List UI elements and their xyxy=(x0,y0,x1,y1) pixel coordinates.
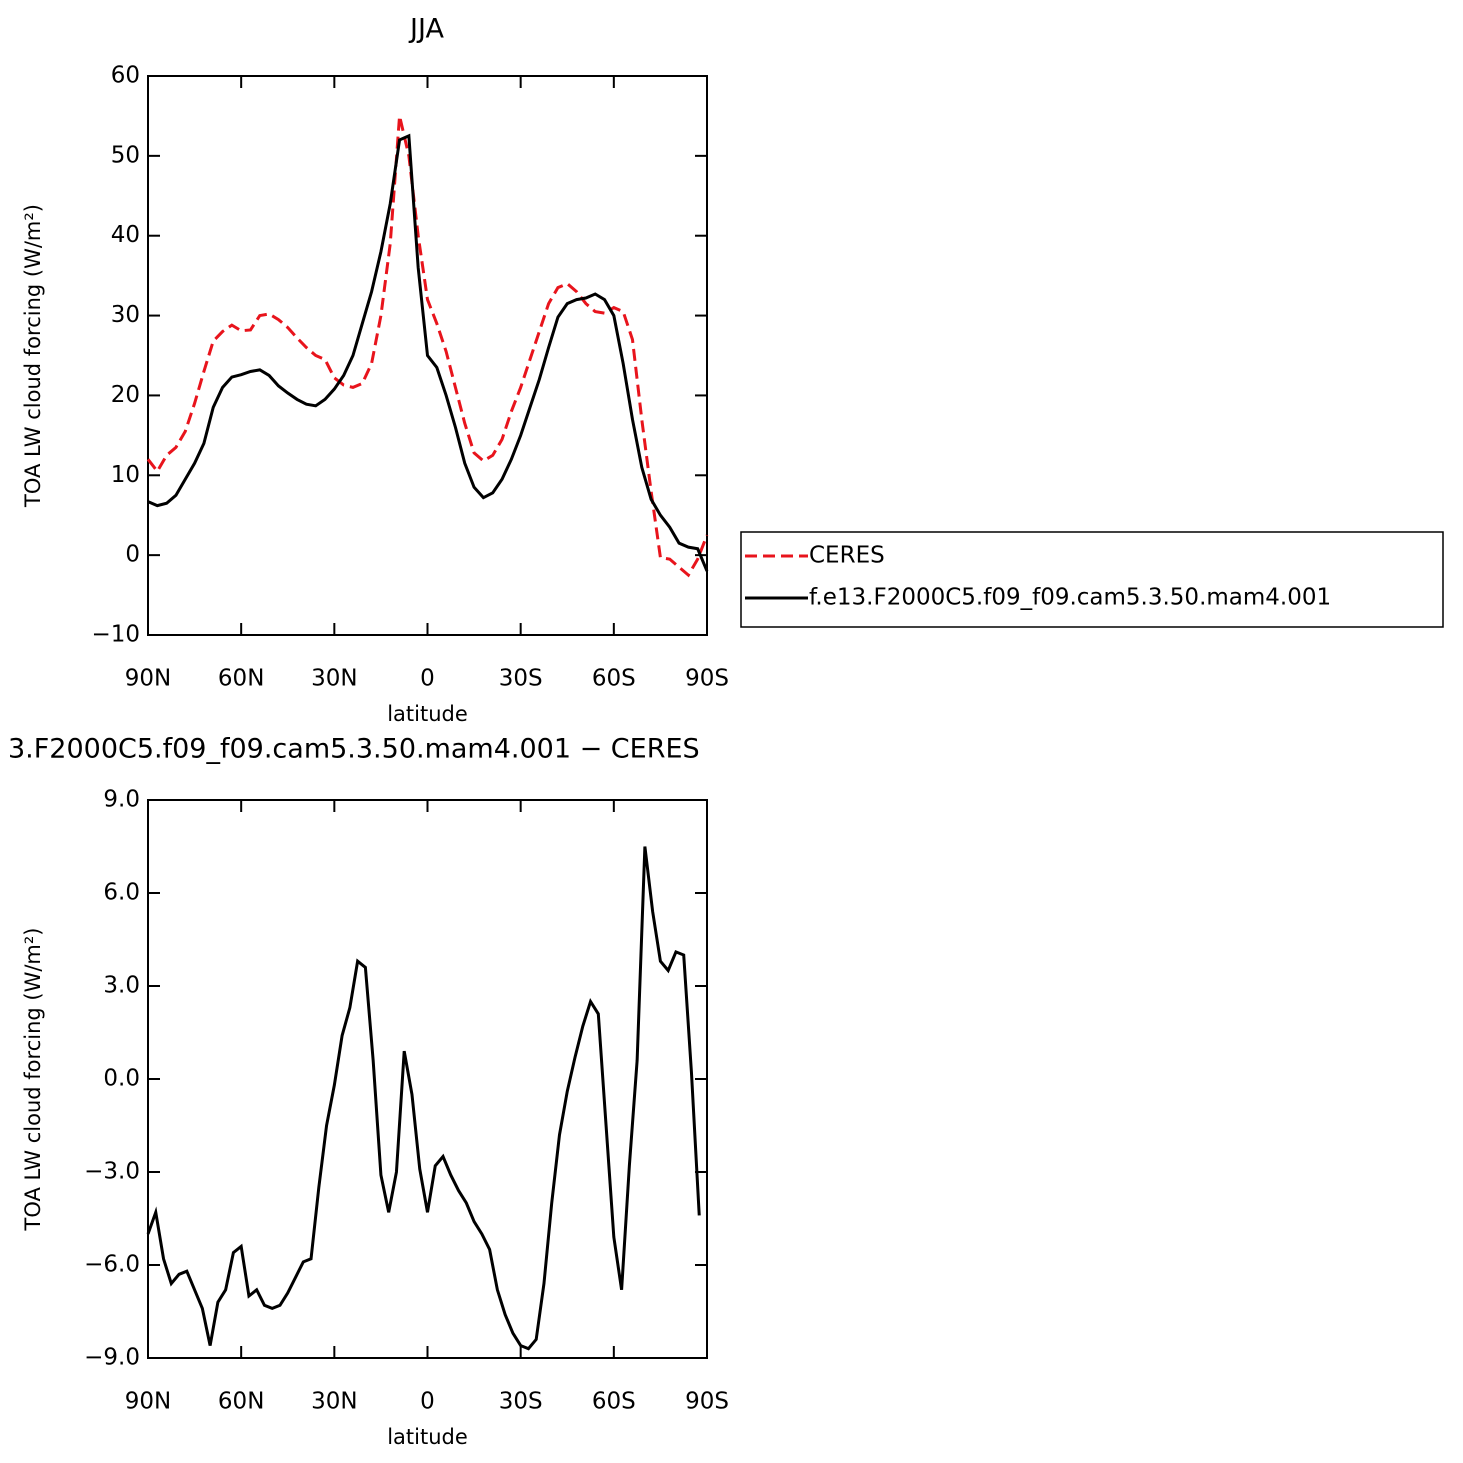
legend-label: CERES xyxy=(809,543,885,569)
y-tick-label: −6.0 xyxy=(84,1252,140,1278)
legend-box xyxy=(740,531,1444,628)
y-tick-label: 40 xyxy=(111,222,140,248)
y-axis-label: TOA LW cloud forcing (W/m²) xyxy=(21,928,45,1232)
y-tick-label: 30 xyxy=(111,302,140,328)
x-tick-label: 90N xyxy=(125,1389,171,1415)
x-tick-label: 30S xyxy=(499,666,543,692)
y-tick-label: −9.0 xyxy=(84,1345,140,1371)
x-tick-label: 0 xyxy=(420,666,435,692)
data-line xyxy=(147,133,709,572)
x-tick-label: 30S xyxy=(499,1389,543,1415)
x-tick-label: 30N xyxy=(311,666,357,692)
x-tick-label: 60N xyxy=(218,666,264,692)
y-axis-label: TOA LW cloud forcing (W/m²) xyxy=(21,204,45,508)
x-tick-label: 60S xyxy=(592,666,636,692)
data-line xyxy=(146,115,709,578)
legend-label: f.e13.F2000C5.f09_f09.cam5.3.50.mam4.001 xyxy=(809,585,1331,611)
x-tick-label: 90S xyxy=(685,666,729,692)
chart-title: 3.F2000C5.f09_f09.cam5.3.50.mam4.001 − C… xyxy=(8,734,700,765)
y-tick-label: 0 xyxy=(125,542,140,568)
x-tick-label: 0 xyxy=(420,1389,435,1415)
y-tick-label: 20 xyxy=(111,382,140,408)
y-tick-label: −3.0 xyxy=(84,1159,140,1185)
x-tick-label: 60N xyxy=(218,1389,264,1415)
y-tick-label: 6.0 xyxy=(103,880,140,906)
data-line xyxy=(146,846,701,1351)
x-tick-label: 90N xyxy=(125,666,171,692)
x-tick-label: 60S xyxy=(592,1389,636,1415)
y-tick-label: 0.0 xyxy=(103,1066,140,1092)
chart-title: JJA xyxy=(408,14,444,45)
y-tick-label: 10 xyxy=(111,462,140,488)
y-tick-label: −10 xyxy=(91,622,140,648)
y-tick-label: 3.0 xyxy=(103,973,140,999)
y-tick-label: 9.0 xyxy=(103,787,140,813)
x-axis-label: latitude xyxy=(387,1425,468,1449)
x-axis-label: latitude xyxy=(387,702,468,726)
x-tick-label: 90S xyxy=(685,1389,729,1415)
y-tick-label: 60 xyxy=(111,63,140,89)
x-tick-label: 30N xyxy=(311,1389,357,1415)
y-tick-label: 50 xyxy=(111,142,140,168)
